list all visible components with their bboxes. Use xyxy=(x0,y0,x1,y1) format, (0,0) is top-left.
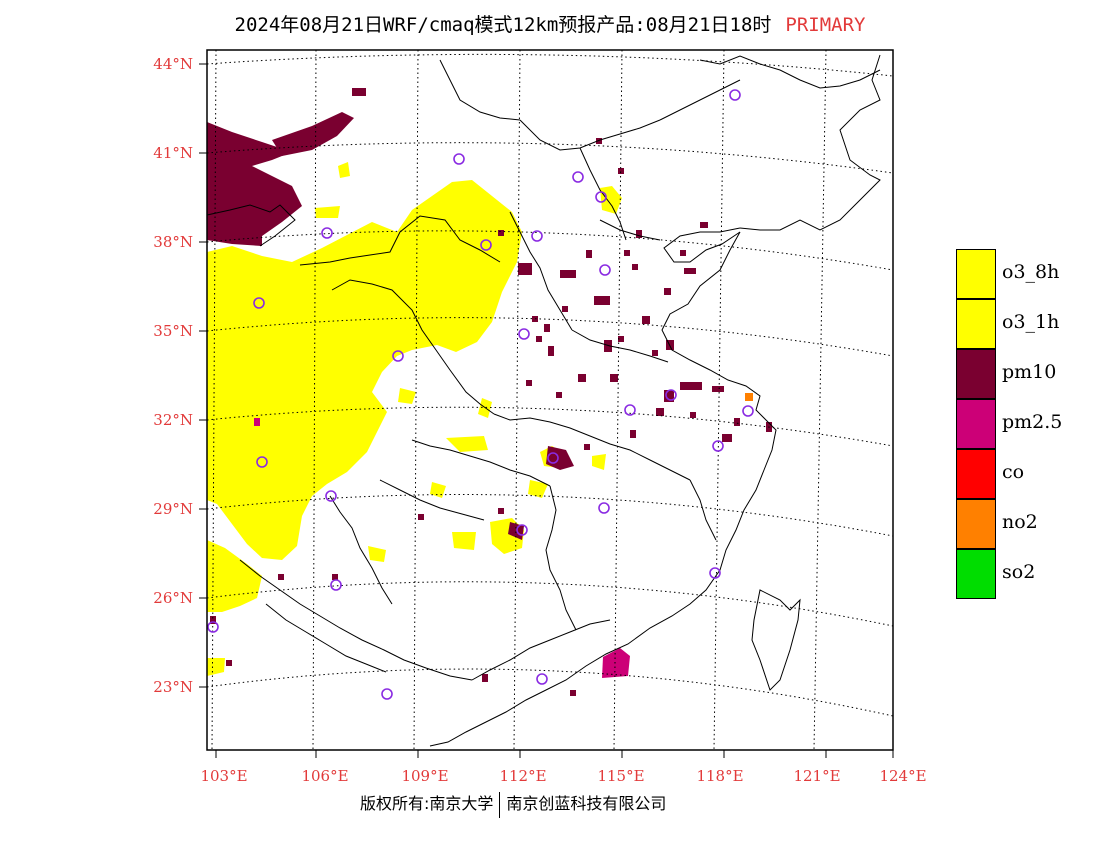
copyright-owner: 版权所有:南京大学 xyxy=(360,794,494,813)
lon-label: 121°E xyxy=(793,767,840,785)
lat-label: 35°N xyxy=(153,322,193,340)
lat-label: 29°N xyxy=(153,500,193,518)
lon-labels: 103°E 106°E 109°E 112°E 115°E 118°E 121°… xyxy=(200,767,926,785)
legend-label: so2 xyxy=(1002,561,1036,583)
map-content xyxy=(207,50,893,750)
lat-label: 23°N xyxy=(153,678,193,696)
copyright-footer: 版权所有:南京大学 南京创蓝科技有限公司 xyxy=(360,790,666,818)
primary-tag: PRIMARY xyxy=(785,14,866,36)
lat-labels: 44°N 41°N 38°N 35°N 32°N 29°N 26°N 23°N xyxy=(153,55,193,696)
pm10-region xyxy=(207,88,630,678)
legend-label: o3_1h xyxy=(1002,311,1060,333)
legend-item-o3-8h: o3_8h xyxy=(956,249,1100,299)
lon-label: 124°E xyxy=(879,767,926,785)
lat-label: 41°N xyxy=(153,144,193,162)
legend-item-o3-1h: o3_1h xyxy=(956,299,1100,349)
graticule xyxy=(207,50,893,750)
legend-swatch xyxy=(956,349,996,399)
lon-label: 106°E xyxy=(301,767,348,785)
legend-swatch xyxy=(956,249,996,299)
legend-label: pm2.5 xyxy=(1002,411,1063,433)
legend-item-so2: so2 xyxy=(956,549,1100,599)
lat-label: 38°N xyxy=(153,233,193,251)
lat-label: 32°N xyxy=(153,411,193,429)
legend-swatch xyxy=(956,399,996,449)
legend-swatch xyxy=(956,449,996,499)
legend-label: co xyxy=(1002,461,1025,483)
legend-item-no2: no2 xyxy=(956,499,1100,549)
lon-label: 115°E xyxy=(597,767,644,785)
footer-divider xyxy=(499,791,501,818)
legend-item-co: co xyxy=(956,449,1100,499)
lon-label: 103°E xyxy=(200,767,247,785)
lat-label: 26°N xyxy=(153,589,193,607)
no2-spot xyxy=(745,393,753,401)
ozone-region xyxy=(207,162,622,676)
legend-swatch xyxy=(956,499,996,549)
lon-label: 118°E xyxy=(696,767,743,785)
pm25-spot xyxy=(254,418,260,426)
map-title: 2024年08月21日WRF/cmaq模式12km预报产品:08月21日18时 P… xyxy=(0,10,1100,37)
legend-swatch xyxy=(956,299,996,349)
lat-label: 44°N xyxy=(153,55,193,73)
legend-label: no2 xyxy=(1002,511,1038,533)
map-frame xyxy=(206,49,894,751)
pm10-scatter xyxy=(210,138,772,696)
legend-label: o3_8h xyxy=(1002,261,1060,283)
station-markers xyxy=(207,89,754,700)
copyright-company: 南京创蓝科技有限公司 xyxy=(506,794,667,813)
title-text: 2024年08月21日WRF/cmaq模式12km预报产品:08月21日18时 xyxy=(234,14,772,36)
lon-label: 109°E xyxy=(401,767,448,785)
tick-marks xyxy=(199,63,894,758)
legend-item-pm10: pm10 xyxy=(956,349,1100,399)
legend-label: pm10 xyxy=(1002,361,1057,383)
legend-item-pm25: pm2.5 xyxy=(956,399,1100,449)
legend-swatch xyxy=(956,549,996,599)
lon-label: 112°E xyxy=(499,767,546,785)
